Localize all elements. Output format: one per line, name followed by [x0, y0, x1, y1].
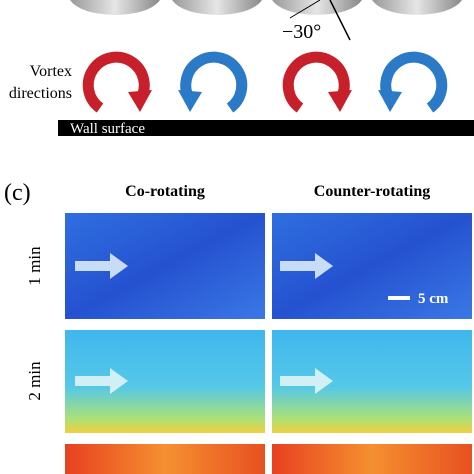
wall-label: Wall surface — [70, 121, 145, 137]
column-label: Co-rotating — [125, 183, 205, 200]
wall — [58, 120, 474, 136]
row-label: 1 min — [25, 246, 44, 286]
scale-label: 5 cm — [418, 291, 449, 307]
vortex-arrows — [82, 51, 448, 113]
panel-label: (c) — [4, 180, 31, 206]
column-label: Counter-rotating — [314, 183, 430, 200]
row-label: 2 min — [25, 361, 44, 401]
flow-arrows — [75, 253, 333, 394]
cylinders — [70, 0, 462, 41]
vortex-label: Vortex — [30, 63, 72, 80]
images — [65, 213, 472, 474]
angle-label: −30° — [282, 21, 321, 43]
scale-bar — [388, 296, 410, 300]
vortex-label: directions — [9, 85, 72, 102]
